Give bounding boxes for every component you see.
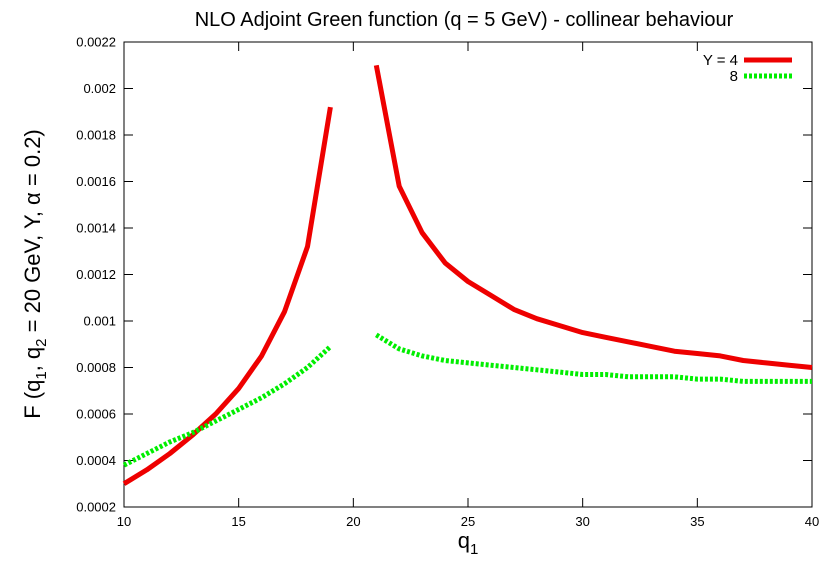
y-tick-label: 0.001 <box>83 314 116 329</box>
y-axis-label-text: , q <box>20 347 45 371</box>
y-axis-label-subscript: 1 <box>33 371 50 379</box>
series-2-line-segment-2 <box>374 332 812 384</box>
legend-label-2: 8 <box>730 68 738 85</box>
y-axis-label: F (q1, q2 = 20 GeV, Y, α = 0.2) <box>20 129 50 419</box>
x-axis-ticks: 10 15 20 25 30 35 40 <box>117 42 819 529</box>
x-tick-label: 35 <box>690 514 704 529</box>
series-1-line-segment-2 <box>373 64 813 370</box>
y-tick-label: 0.0016 <box>76 174 116 189</box>
y-tick-label: 0.0014 <box>76 221 116 236</box>
chart-title: NLO Adjoint Green function (q = 5 GeV) -… <box>195 9 734 31</box>
y-axis-ticks: 0.0002 0.0004 0.0006 0.0008 0.001 0.0012 0.001… <box>76 35 812 515</box>
y-tick-label: 0.0004 <box>76 453 116 468</box>
x-axis-label-main: q <box>458 528 470 553</box>
x-tick-label: 10 <box>117 514 131 529</box>
x-axis-label: q1 <box>458 528 479 558</box>
y-tick-label: 0.0018 <box>76 128 116 143</box>
y-tick-label: 0.002 <box>83 81 116 96</box>
y-axis-label-text: F (q <box>20 380 45 419</box>
x-tick-label: 30 <box>575 514 589 529</box>
x-tick-label: 40 <box>805 514 819 529</box>
series-1-line-segment-1 <box>122 106 333 486</box>
x-tick-label: 15 <box>231 514 245 529</box>
y-tick-label: 0.0012 <box>76 267 116 282</box>
y-tick-label: 0.0022 <box>76 35 116 50</box>
y-axis-label-text: = 20 GeV, Y, α = 0.2) <box>20 129 45 338</box>
series-2-line-segment-1 <box>122 344 333 468</box>
y-axis-label-subscript: 2 <box>33 338 50 346</box>
y-tick-label: 0.0008 <box>76 360 116 375</box>
x-tick-label: 25 <box>461 514 475 529</box>
plot-frame <box>123 41 813 508</box>
x-tick-label: 20 <box>346 514 360 529</box>
legend-label-1: Y = 4 <box>703 52 738 69</box>
series-layer <box>122 64 813 486</box>
y-tick-label: 0.0006 <box>76 407 116 422</box>
legend: Y = 48 <box>703 52 792 85</box>
y-tick-label: 0.0002 <box>76 500 116 515</box>
series-1 <box>122 64 813 486</box>
x-axis-label-subscript: 1 <box>470 541 478 558</box>
